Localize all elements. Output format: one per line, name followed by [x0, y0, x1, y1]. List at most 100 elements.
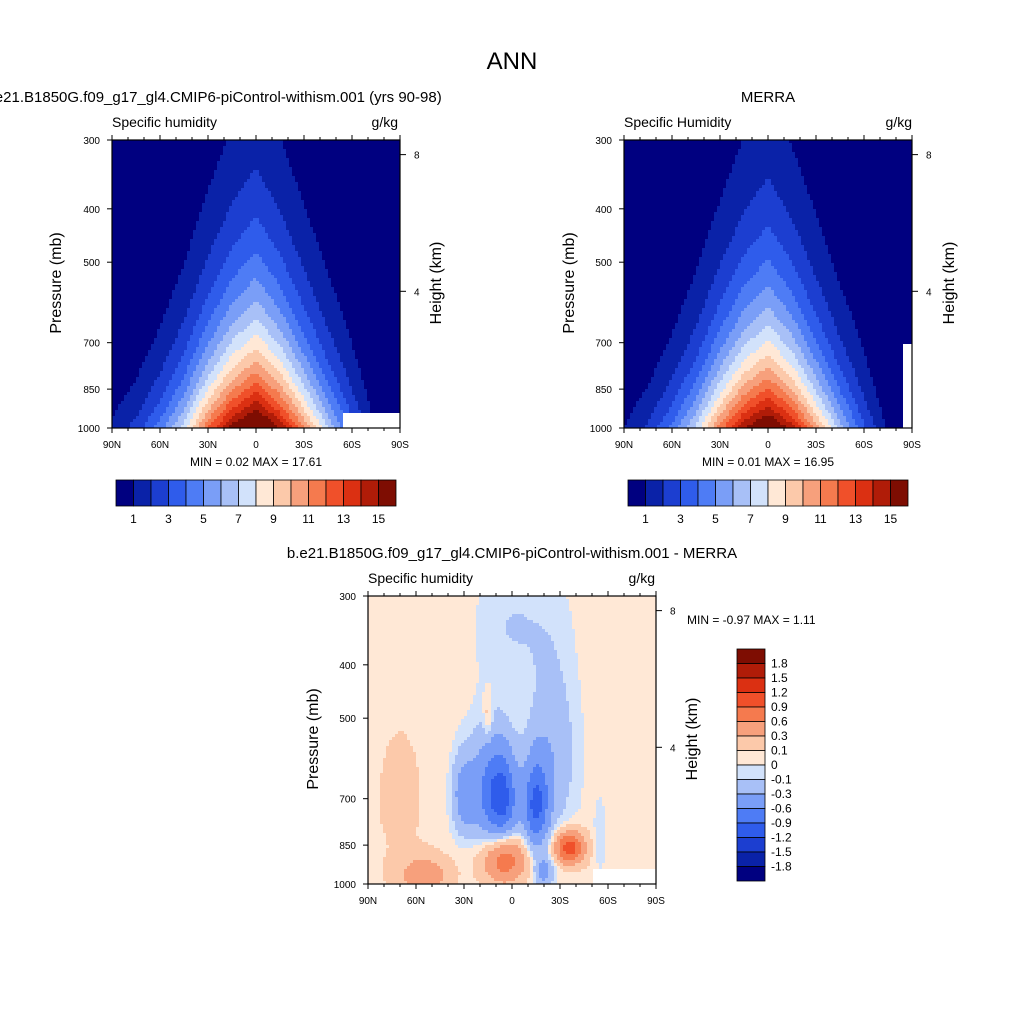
field-cell [331, 185, 335, 189]
field-cell [241, 209, 245, 213]
field-cell [178, 179, 182, 183]
field-cell [325, 215, 329, 219]
field-cell [304, 161, 308, 165]
field-cell [289, 155, 293, 159]
field-cell [334, 197, 338, 201]
field-cell [304, 212, 308, 216]
field-cell [160, 146, 164, 150]
field-cell [304, 218, 308, 222]
field-cell [319, 194, 323, 198]
field-cell [208, 158, 212, 162]
field-cell [157, 149, 161, 153]
field-cell [277, 200, 281, 204]
field-cell [130, 179, 134, 183]
field-cell [229, 158, 233, 162]
field-cell [211, 212, 215, 216]
field-cell [337, 209, 341, 213]
field-cell [250, 188, 254, 192]
field-cell [184, 209, 188, 213]
field-cell [208, 155, 212, 159]
field-cell [145, 158, 149, 162]
field-cell [310, 206, 314, 210]
field-cell [226, 230, 230, 234]
field-cell [340, 221, 344, 225]
field-cell [172, 203, 176, 207]
field-cell [361, 206, 365, 210]
field-cell [316, 158, 320, 162]
field-cell [382, 227, 386, 231]
field-cell [328, 158, 332, 162]
field-cell [373, 179, 377, 183]
field-cell [232, 191, 236, 195]
field-cell [319, 209, 323, 213]
field-cell [178, 164, 182, 168]
field-cell [319, 176, 323, 180]
field-cell [169, 227, 173, 231]
field-cell [229, 212, 233, 216]
field-cell [277, 194, 281, 198]
field-cell [289, 167, 293, 171]
field-cell [385, 203, 389, 207]
field-cell [361, 146, 365, 150]
field-cell [145, 182, 149, 186]
field-cell [382, 215, 386, 219]
field-cell [283, 215, 287, 219]
field-cell [166, 224, 170, 228]
figure-title: ANN [487, 48, 538, 75]
field-cell [211, 224, 215, 228]
field-cell [322, 191, 326, 195]
field-cell [157, 152, 161, 156]
field-cell [118, 215, 122, 219]
field-cell [187, 173, 191, 177]
field-cell [358, 140, 362, 144]
field-cell [289, 191, 293, 195]
field-cell [184, 191, 188, 195]
field-cell [283, 194, 287, 198]
field-cell [238, 167, 242, 171]
field-cell [136, 146, 140, 150]
field-cell [301, 158, 305, 162]
field-cell [226, 176, 230, 180]
field-cell [316, 173, 320, 177]
field-cell [286, 185, 290, 189]
field-cell [262, 149, 266, 153]
field-cell [187, 167, 191, 171]
field-cell [157, 179, 161, 183]
field-cell [388, 197, 392, 201]
field-cell [283, 152, 287, 156]
field-cell [340, 209, 344, 213]
field-cell [319, 140, 323, 144]
field-cell [127, 149, 131, 153]
field-cell [115, 155, 119, 159]
field-cell [370, 224, 374, 228]
field-cell [139, 191, 143, 195]
field-cell [139, 170, 143, 174]
field-cell [391, 170, 395, 174]
field-cell [376, 164, 380, 168]
field-cell [292, 191, 296, 195]
field-cell [115, 188, 119, 192]
field-cell [307, 206, 311, 210]
field-cell [340, 167, 344, 171]
field-cell [301, 218, 305, 222]
field-cell [217, 221, 221, 225]
field-cell [304, 149, 308, 153]
field-cell [172, 161, 176, 165]
field-cell [247, 146, 251, 150]
field-cell [232, 152, 236, 156]
field-cell [274, 161, 278, 165]
field-cell [124, 158, 128, 162]
field-cell [355, 146, 359, 150]
field-cell [262, 179, 266, 183]
field-cell [388, 203, 392, 207]
field-cell [193, 203, 197, 207]
field-cell [184, 173, 188, 177]
field-cell [202, 143, 206, 147]
field-cell [163, 218, 167, 222]
field-cell [397, 152, 401, 156]
field-cell [343, 221, 347, 225]
field-cell [289, 149, 293, 153]
field-cell [208, 224, 212, 228]
field-cell [181, 155, 185, 159]
field-cell [286, 146, 290, 150]
